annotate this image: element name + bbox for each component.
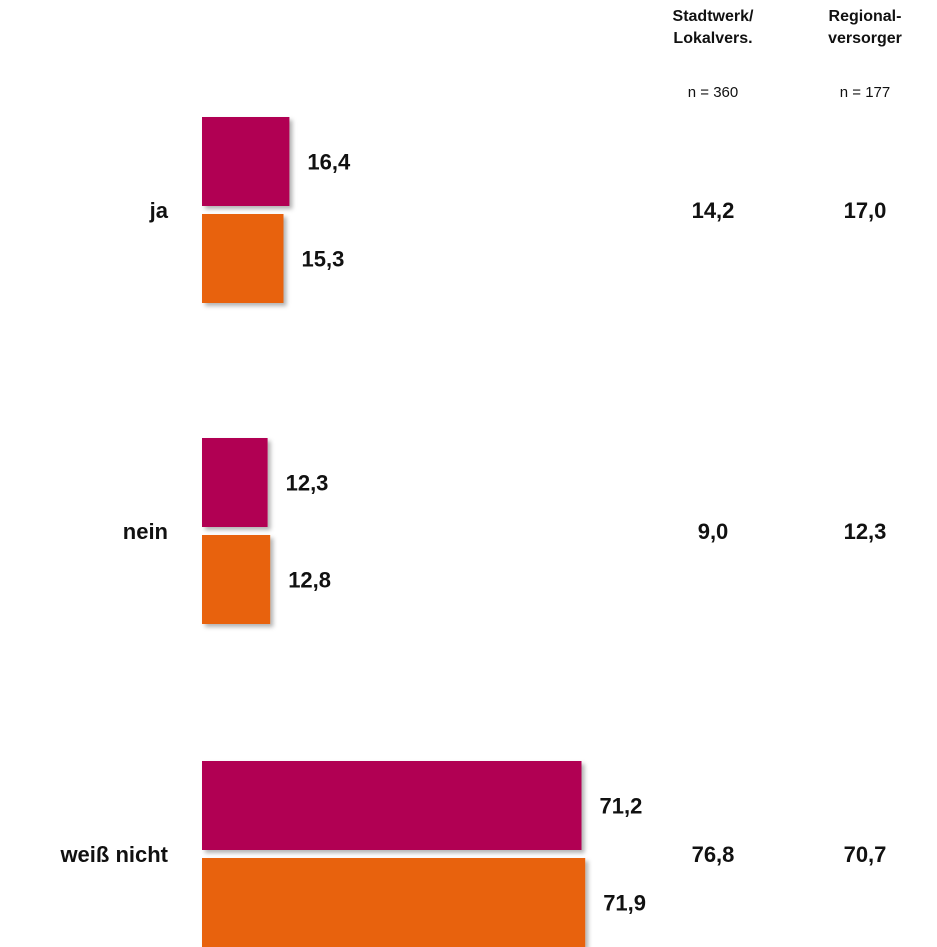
value-label-weiss-nicht-series-1: 71,2 [600, 794, 643, 819]
side-value-nein-column-2: 12,3 [844, 519, 887, 544]
side-value-weiss-nicht-column-1: 76,8 [692, 842, 735, 867]
category-label-nein: nein [123, 519, 168, 544]
side-value-weiss-nicht-column-2: 70,7 [844, 842, 887, 867]
column-header-stadtwerk: Stadtwerk/ Lokalvers. [672, 8, 754, 47]
column-n-stadtwerk: n = 360 [687, 84, 739, 101]
category-label-ja: ja [149, 198, 169, 223]
bar-weiss-nicht-series-1 [202, 761, 582, 850]
value-label-weiss-nicht-series-2: 71,9 [603, 891, 646, 916]
value-label-nein-series-1: 12,3 [286, 471, 329, 496]
value-label-nein-series-2: 12,8 [288, 568, 331, 593]
bar-weiss-nicht-series-2 [202, 858, 586, 947]
column-n-regionalversorger: n = 177 [839, 84, 891, 101]
category-label-weiss-nicht: weiß nicht [59, 842, 168, 867]
side-value-nein-column-1: 9,0 [698, 519, 729, 544]
bar-ja-series-1 [202, 117, 290, 206]
bar-nein-series-2 [202, 535, 271, 624]
side-value-ja-column-1: 14,2 [692, 198, 735, 223]
bar-nein-series-1 [202, 438, 268, 527]
column-header-regionalversorger: Regional- versorger [828, 8, 902, 47]
value-label-ja-series-1: 16,4 [307, 150, 351, 175]
bar-ja-series-2 [202, 214, 284, 303]
side-value-ja-column-2: 17,0 [844, 198, 887, 223]
value-label-ja-series-2: 15,3 [302, 247, 345, 272]
